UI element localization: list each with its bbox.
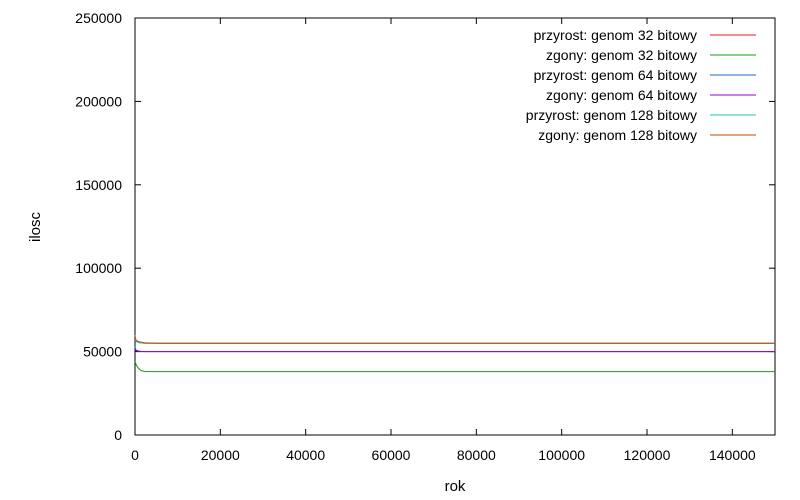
legend-label: zgony: genom 64 bitowy <box>546 87 697 103</box>
series-line-0 <box>134 338 775 344</box>
x-axis-label: rok <box>445 478 466 495</box>
y-tick-label: 50000 <box>83 344 122 360</box>
legend-label: przyrost: genom 64 bitowy <box>534 67 697 83</box>
legend-label: przyrost: genom 128 bitowy <box>526 107 697 123</box>
x-tick-label: 0 <box>131 447 139 463</box>
legend: przyrost: genom 32 bitowy zgony: genom 32… <box>526 27 756 143</box>
legend-label: przyrost: genom 32 bitowy <box>534 27 697 43</box>
y-tick-label: 0 <box>114 427 122 443</box>
series-lines <box>134 334 775 373</box>
axis-ticks: 0 20000 40000 60000 80000 100000 120000 140000 0… <box>75 10 775 463</box>
plot-frame <box>134 17 776 436</box>
x-tick-label: 100000 <box>538 447 585 463</box>
x-tick-label: 80000 <box>457 447 496 463</box>
x-tick-label: 40000 <box>286 447 325 463</box>
series-line-1 <box>134 361 775 373</box>
y-axis-label: ilosc <box>27 212 44 243</box>
legend-label: zgony: genom 32 bitowy <box>546 47 697 63</box>
y-tick-label: 250000 <box>75 10 122 26</box>
series-line-4 <box>134 339 775 344</box>
x-tick-label: 120000 <box>624 447 671 463</box>
series-line-2 <box>134 346 775 353</box>
series-line-5 <box>134 334 775 344</box>
x-tick-label: 60000 <box>372 447 411 463</box>
y-tick-label: 100000 <box>75 260 122 276</box>
series-line-3 <box>134 349 775 353</box>
x-tick-label: 140000 <box>709 447 756 463</box>
x-tick-label: 20000 <box>201 447 240 463</box>
y-tick-label: 150000 <box>75 177 122 193</box>
legend-label: zgony: genom 128 bitowy <box>538 127 697 143</box>
y-tick-label: 200000 <box>75 93 122 109</box>
